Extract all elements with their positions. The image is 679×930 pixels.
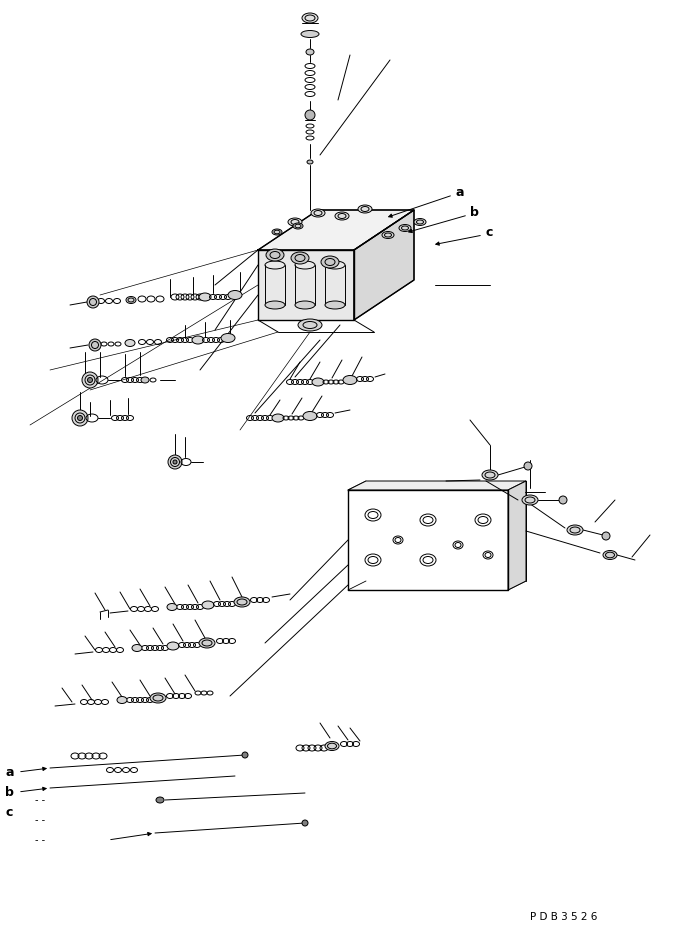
Ellipse shape: [298, 319, 322, 331]
Ellipse shape: [265, 301, 285, 309]
Ellipse shape: [167, 642, 179, 650]
Ellipse shape: [295, 301, 315, 309]
Polygon shape: [348, 481, 526, 490]
Ellipse shape: [272, 229, 282, 235]
Ellipse shape: [272, 414, 284, 422]
Ellipse shape: [567, 525, 583, 535]
Circle shape: [88, 378, 92, 382]
Circle shape: [302, 820, 308, 826]
Ellipse shape: [306, 49, 314, 55]
Ellipse shape: [307, 160, 313, 164]
Circle shape: [77, 416, 83, 420]
Ellipse shape: [117, 697, 127, 703]
Text: b: b: [5, 786, 14, 799]
Circle shape: [168, 455, 182, 469]
Ellipse shape: [199, 293, 211, 301]
Text: b: b: [470, 206, 479, 219]
Ellipse shape: [167, 604, 177, 610]
Ellipse shape: [365, 554, 381, 566]
Ellipse shape: [125, 339, 135, 347]
Ellipse shape: [343, 376, 357, 384]
Ellipse shape: [301, 31, 319, 37]
Text: a: a: [5, 765, 14, 778]
Ellipse shape: [603, 551, 617, 560]
Ellipse shape: [126, 297, 136, 303]
Ellipse shape: [221, 334, 235, 342]
Ellipse shape: [382, 232, 394, 238]
Ellipse shape: [202, 601, 214, 609]
Ellipse shape: [291, 252, 309, 264]
Ellipse shape: [358, 205, 372, 213]
Text: a: a: [455, 187, 464, 200]
Ellipse shape: [420, 554, 436, 566]
Ellipse shape: [414, 219, 426, 225]
Ellipse shape: [199, 638, 215, 648]
Circle shape: [602, 532, 610, 540]
Circle shape: [82, 372, 98, 388]
Polygon shape: [354, 210, 414, 320]
Circle shape: [89, 339, 101, 351]
Ellipse shape: [325, 301, 345, 309]
Circle shape: [72, 410, 88, 426]
Ellipse shape: [321, 256, 339, 268]
Ellipse shape: [150, 693, 166, 703]
Ellipse shape: [303, 411, 317, 420]
Ellipse shape: [293, 223, 303, 229]
Polygon shape: [258, 250, 354, 320]
Circle shape: [524, 462, 532, 470]
Ellipse shape: [399, 224, 411, 232]
Circle shape: [559, 496, 567, 504]
Text: - -: - -: [35, 835, 45, 845]
Ellipse shape: [228, 290, 242, 299]
Ellipse shape: [393, 536, 403, 544]
Ellipse shape: [141, 377, 149, 383]
Polygon shape: [508, 481, 526, 590]
Text: - -: - -: [35, 815, 45, 825]
Ellipse shape: [483, 551, 493, 559]
Ellipse shape: [266, 249, 284, 261]
Ellipse shape: [475, 514, 491, 526]
Ellipse shape: [420, 514, 436, 526]
Text: c: c: [485, 227, 492, 240]
Text: - -: - -: [35, 795, 45, 805]
Circle shape: [305, 110, 315, 120]
Ellipse shape: [453, 541, 463, 549]
Ellipse shape: [192, 336, 204, 344]
Ellipse shape: [302, 13, 318, 23]
Ellipse shape: [335, 212, 349, 220]
Text: P D B 3 5 2 6: P D B 3 5 2 6: [530, 912, 598, 922]
Ellipse shape: [288, 218, 302, 226]
Ellipse shape: [482, 470, 498, 480]
Ellipse shape: [132, 644, 142, 652]
Ellipse shape: [522, 495, 538, 505]
Polygon shape: [258, 210, 414, 250]
Circle shape: [87, 296, 99, 308]
Ellipse shape: [365, 509, 381, 521]
Ellipse shape: [156, 797, 164, 803]
Circle shape: [173, 460, 177, 464]
Ellipse shape: [311, 209, 325, 217]
Text: c: c: [5, 805, 12, 818]
Ellipse shape: [325, 741, 339, 751]
Circle shape: [242, 752, 248, 758]
Ellipse shape: [234, 597, 250, 607]
Ellipse shape: [312, 378, 324, 386]
